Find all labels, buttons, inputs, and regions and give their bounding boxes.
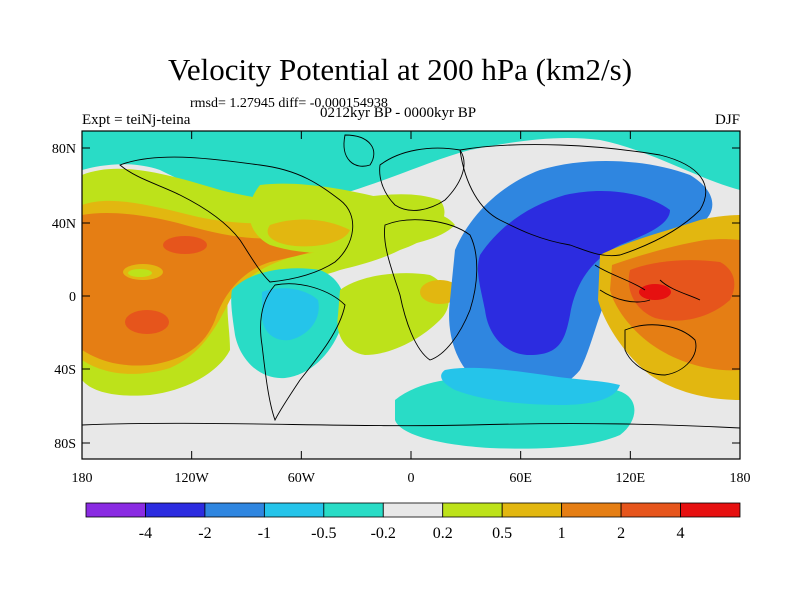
plot-subtitle: 0212kyr BP - 0000kyr BP bbox=[320, 105, 477, 121]
lat-tick-label: 40N bbox=[52, 217, 76, 232]
colorbar-label: -1 bbox=[258, 525, 271, 542]
field-na-gold bbox=[267, 219, 350, 247]
colorbar-label: 1 bbox=[558, 525, 566, 542]
maritime-continent-coast bbox=[594, 264, 701, 303]
colorbar-label: 4 bbox=[677, 525, 685, 542]
plot-title: Velocity Potential at 200 hPa (km2/s) bbox=[167, 52, 633, 87]
lon-tick-label: 60W bbox=[288, 471, 316, 486]
experiment-label: Expt = teiNj-teina bbox=[82, 112, 191, 128]
colorbar-label: -0.5 bbox=[311, 525, 336, 542]
stats-line: rmsd= 1.27945 diff= -0.000154938 bbox=[190, 96, 388, 111]
contour-field bbox=[82, 131, 740, 459]
lon-tick-label: 120W bbox=[175, 471, 210, 486]
colorbar-label: 0.5 bbox=[492, 525, 512, 542]
field-core-north bbox=[163, 236, 207, 254]
colorbar-swatch bbox=[561, 502, 622, 518]
colorbar-swatch bbox=[263, 502, 325, 518]
field-sa-cyan bbox=[262, 288, 319, 341]
lon-tick-label: 180 bbox=[730, 471, 751, 486]
field-east-core bbox=[639, 284, 671, 300]
field-east-redorange bbox=[628, 260, 735, 321]
longitude-axis: 180 120W 60W 0 60E 120E 180 bbox=[72, 131, 751, 486]
colorbar-swatch bbox=[145, 502, 206, 518]
coastlines bbox=[82, 134, 740, 429]
lon-tick-label: 60E bbox=[509, 471, 532, 486]
lon-tick-label: 180 bbox=[72, 471, 93, 486]
lat-tick-label: 0 bbox=[69, 290, 76, 305]
colorbar-label: -2 bbox=[198, 525, 211, 542]
field-southern-cyan bbox=[441, 367, 620, 405]
colorbar-swatch bbox=[442, 502, 503, 518]
north-america-coast bbox=[119, 156, 354, 283]
greenland-coast bbox=[343, 134, 375, 167]
asia-coast bbox=[459, 144, 706, 257]
colorbar-label: 0.2 bbox=[433, 525, 453, 542]
colorbar-swatch bbox=[501, 502, 563, 518]
colorbar-label: -0.2 bbox=[371, 525, 396, 542]
lat-tick-label: 80S bbox=[54, 437, 76, 452]
europe-coast bbox=[379, 147, 465, 211]
season-label: DJF bbox=[714, 112, 740, 128]
lon-tick-label: 0 bbox=[408, 471, 415, 486]
colorbar-label: -4 bbox=[139, 525, 152, 542]
africa-coast bbox=[384, 219, 478, 361]
colorbar-swatch bbox=[620, 502, 681, 518]
field-atlantic-gold bbox=[420, 280, 460, 304]
colorbar-label: 2 bbox=[617, 525, 625, 542]
field-north-teal bbox=[82, 131, 740, 205]
colorbar-swatch bbox=[680, 502, 741, 518]
lat-tick-label: 40S bbox=[54, 363, 76, 378]
colorbar-swatch bbox=[85, 502, 146, 518]
latitude-axis: 80N 40N 0 40S 80S bbox=[52, 142, 740, 452]
colorbar-swatch bbox=[204, 502, 265, 518]
field-inner-yellowgreen bbox=[128, 269, 152, 277]
antarctica-coast bbox=[82, 422, 740, 429]
australia-coast bbox=[624, 324, 697, 376]
colorbar: -4 -2 -1 -0.5 -0.2 0.2 0.5 1 2 4 bbox=[85, 502, 741, 542]
lat-tick-label: 80N bbox=[52, 142, 76, 157]
field-core-south bbox=[125, 310, 169, 334]
colorbar-swatch bbox=[382, 502, 444, 518]
lon-tick-label: 120E bbox=[616, 471, 646, 486]
south-america-coast bbox=[260, 283, 346, 422]
colorbar-swatch bbox=[323, 502, 384, 518]
